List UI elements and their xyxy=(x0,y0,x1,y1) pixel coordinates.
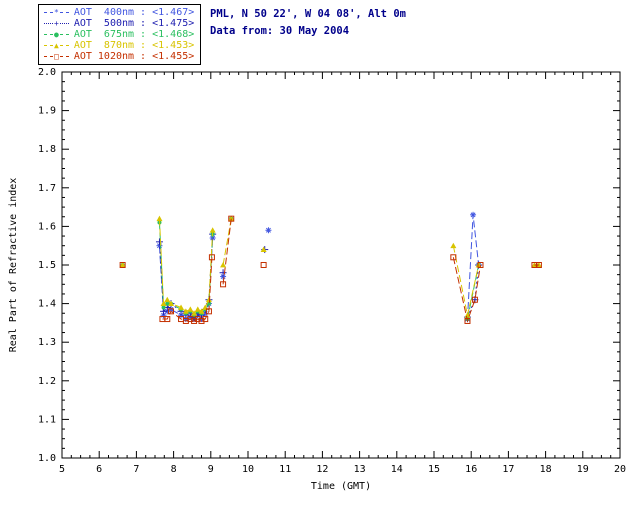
x-tick-label: 16 xyxy=(465,464,477,475)
y-tick-label: 1.7 xyxy=(38,183,56,194)
y-tick-label: 1.4 xyxy=(38,299,56,310)
axis-labels: 5 6 7 8 9 10 11 12 13 14 15 16 17 18 19 20 1.0 1.1 1.2 1.3 1… xyxy=(8,67,626,492)
y-tick-label: 1.6 xyxy=(38,221,56,232)
asterisk-marker-icon: * xyxy=(54,7,59,17)
legend-value: <1.468> xyxy=(152,29,195,40)
plot-header: PML, N 50 22', W 04 08', Alt 0m Data fro… xyxy=(210,6,406,40)
legend-line-sample xyxy=(44,12,53,13)
x-tick-label: 8 xyxy=(171,464,177,475)
legend-row: □ AOT 1020nm : <1.455> xyxy=(43,51,194,62)
x-tick-label: 9 xyxy=(208,464,214,475)
x-tick-label: 14 xyxy=(391,464,403,475)
legend-line-sample xyxy=(44,45,53,46)
legend-line-sample xyxy=(44,23,53,24)
legend-value: <1.455> xyxy=(152,51,195,62)
x-tick-label: 6 xyxy=(96,464,102,475)
series-aot-870nm xyxy=(119,215,542,318)
dot-marker-icon: ● xyxy=(54,29,59,39)
legend-line-sample xyxy=(59,23,69,24)
x-tick-label: 10 xyxy=(242,464,254,475)
legend-line-sample xyxy=(59,45,69,46)
x-tick-label: 13 xyxy=(354,464,366,475)
legend-line-sample xyxy=(44,56,53,57)
legend: * AOT 400nm : <1.467> + AOT 500nm : <1.4… xyxy=(38,4,202,65)
legend-label: AOT 1020nm : xyxy=(73,51,153,62)
site-info: PML, N 50 22', W 04 08', Alt 0m xyxy=(210,8,406,20)
legend-line-sample xyxy=(59,34,69,35)
triangle-marker-icon: ▲ xyxy=(54,40,59,50)
legend-row: ▲ AOT 870nm : <1.453> xyxy=(43,40,194,51)
legend-label: AOT 500nm : xyxy=(73,18,153,29)
legend-value: <1.453> xyxy=(152,40,195,51)
y-tick-label: 2.0 xyxy=(38,67,56,78)
x-tick-label: 20 xyxy=(614,464,626,475)
y-tick-label: 1.3 xyxy=(38,337,56,348)
y-tick-label: 1.5 xyxy=(38,260,56,271)
y-tick-label: 1.9 xyxy=(38,106,56,117)
legend-line-sample xyxy=(59,12,69,13)
y-tick-label: 1.8 xyxy=(38,144,56,155)
axes xyxy=(61,71,621,459)
y-axis-title: Real Part of Refractive index xyxy=(8,178,19,353)
legend-row: + AOT 500nm : <1.475> xyxy=(43,18,194,29)
plus-marker-icon: + xyxy=(54,18,59,28)
x-tick-label: 15 xyxy=(428,464,440,475)
square-marker-icon: □ xyxy=(54,51,59,61)
x-tick-label: 12 xyxy=(316,464,328,475)
legend-label: AOT 400nm : xyxy=(73,7,153,18)
legend-line-sample xyxy=(44,34,53,35)
x-axis-title: Time (GMT) xyxy=(311,481,371,492)
y-tick-label: 1.2 xyxy=(38,376,56,387)
legend-row: ● AOT 675nm : <1.468> xyxy=(43,29,194,40)
legend-label: AOT 675nm : xyxy=(73,29,153,40)
y-tick-label: 1.1 xyxy=(38,414,56,425)
x-tick-label: 18 xyxy=(540,464,552,475)
legend-value: <1.467> xyxy=(152,7,195,18)
x-tick-label: 11 xyxy=(279,464,291,475)
x-tick-label: 7 xyxy=(133,464,139,475)
series-aot-675nm xyxy=(120,216,481,322)
x-tick-label: 17 xyxy=(502,464,514,475)
y-tick-label: 1.0 xyxy=(38,453,56,464)
x-tick-label: 19 xyxy=(577,464,589,475)
legend-value: <1.475> xyxy=(152,18,195,29)
legend-row: * AOT 400nm : <1.467> xyxy=(43,7,194,18)
series-aot-1020nm xyxy=(119,215,542,324)
legend-label: AOT 870nm : xyxy=(73,40,153,51)
legend-line-sample xyxy=(59,56,69,57)
x-tick-label: 5 xyxy=(59,464,65,475)
data-date: Data from: 30 May 2004 xyxy=(210,25,350,37)
